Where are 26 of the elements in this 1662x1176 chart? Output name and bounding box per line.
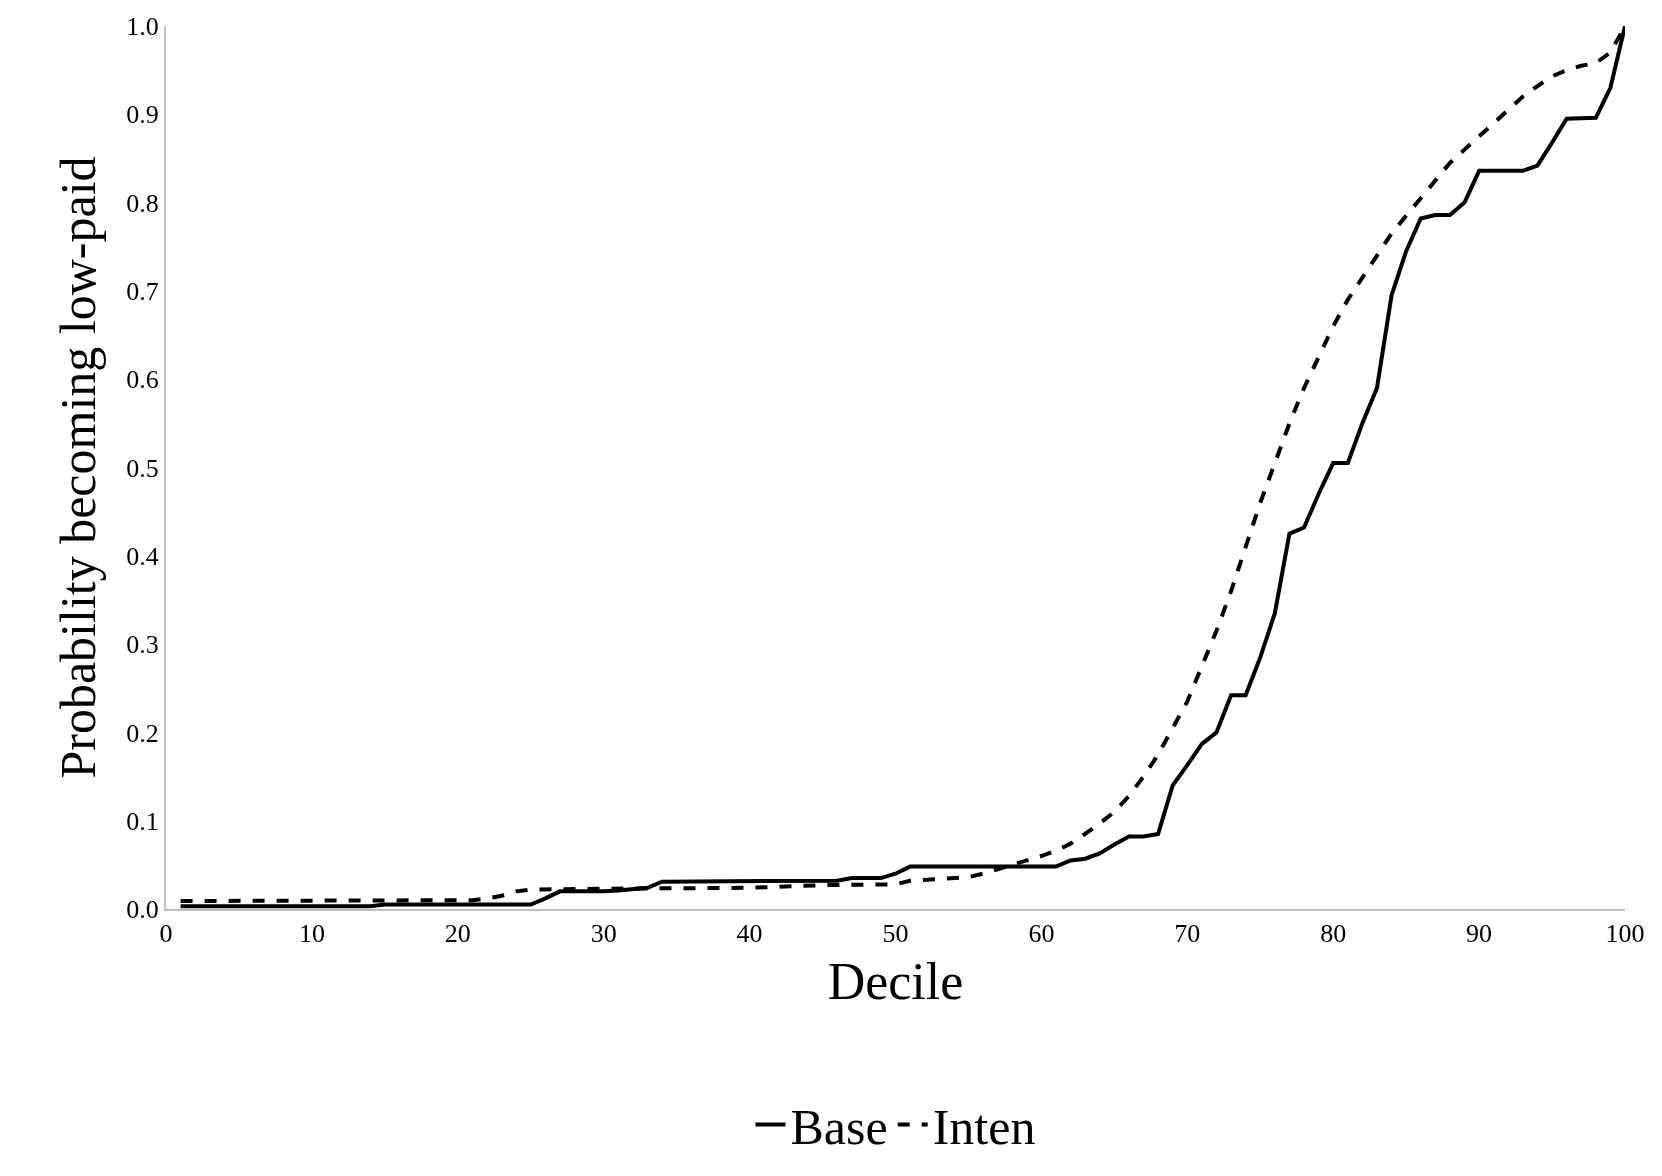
y-tick-label: 0.5: [126, 453, 159, 483]
x-tick-label: 40: [736, 919, 763, 949]
x-tick-label: 80: [1320, 919, 1347, 949]
legend-label: Inten: [932, 1099, 1036, 1156]
x-tick-label: 70: [1174, 919, 1201, 949]
y-tick-label: 0.6: [126, 365, 159, 395]
x-tick-label: 30: [590, 919, 617, 949]
x-tick-label: 100: [1605, 919, 1645, 949]
x-axis-title: Decile: [827, 952, 964, 1010]
y-tick-label: 0.4: [126, 541, 159, 571]
y-tick-label: 0.0: [126, 895, 159, 925]
x-tick-label: 10: [298, 919, 325, 949]
x-tick-label: 60: [1028, 919, 1055, 949]
x-tick-label: 50: [882, 919, 909, 949]
x-tick-label: 90: [1466, 919, 1493, 949]
y-tick-label: 0.9: [126, 100, 159, 130]
legend-label: Base: [790, 1099, 888, 1156]
y-tick-label: 0.2: [126, 718, 159, 748]
y-tick-label: 0.1: [126, 806, 159, 836]
y-tick-label: 1.0: [126, 12, 159, 42]
y-tick-label: 0.3: [126, 630, 159, 660]
y-axis-title: Probability becoming low-paid: [49, 156, 106, 779]
y-tick-label: 0.8: [126, 188, 159, 218]
x-tick-label: 20: [444, 919, 471, 949]
y-tick-label: 0.7: [126, 277, 159, 306]
x-tick-label: 0: [159, 919, 173, 949]
